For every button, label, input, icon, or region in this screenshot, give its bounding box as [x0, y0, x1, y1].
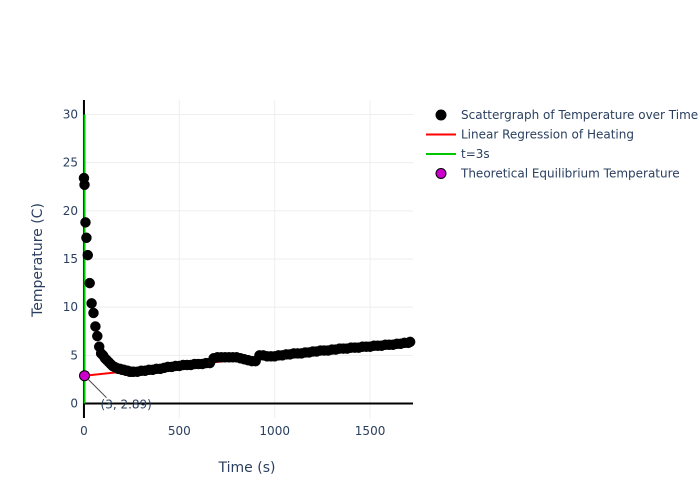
data-point: [82, 249, 94, 261]
y-tick-label: 20: [63, 204, 78, 218]
data-point: [81, 232, 92, 244]
x-tick-label: 1000: [259, 424, 290, 438]
data-point: [80, 217, 91, 228]
x-axis-title: Time (s): [218, 460, 276, 476]
data-point: [86, 298, 97, 309]
legend-label: Scattergraph of Temperature over Time: [461, 108, 698, 122]
legend-marker: [435, 109, 447, 121]
x-axis-ticks: 0 500 1000 1500: [80, 424, 385, 438]
grid-lines: [83, 100, 413, 418]
x-tick-label: 0: [80, 424, 88, 438]
data-point: [404, 336, 416, 348]
x-tick-label: 1500: [355, 424, 386, 438]
plot-series: [78, 114, 416, 404]
annotation-arrow: [87, 378, 107, 399]
legend: Scattergraph of Temperature over Time Lin…: [426, 108, 698, 181]
y-tick-label: 0: [70, 397, 78, 411]
data-point: [79, 179, 90, 191]
data-point: [92, 330, 103, 342]
x-tick-label: 500: [168, 424, 191, 438]
legend-label: Theoretical Equilibrium Temperature: [460, 167, 680, 181]
legend-label: Linear Regression of Heating: [461, 128, 634, 142]
y-axis-title: Temperature (C): [30, 203, 46, 318]
equilibrium-point: [79, 370, 91, 382]
y-axis-ticks: 0 5 10 15 20 25 30: [63, 107, 78, 410]
y-tick-label: 5: [70, 348, 78, 362]
annotations: (3, 2.89): [87, 378, 152, 412]
y-tick-label: 15: [63, 252, 78, 266]
legend-marker: [435, 168, 447, 179]
y-tick-label: 10: [63, 300, 78, 314]
data-point: [90, 321, 101, 332]
annotation-label: (3, 2.89): [101, 398, 152, 412]
data-point: [88, 307, 99, 319]
y-tick-label: 25: [63, 156, 78, 170]
data-point: [84, 277, 95, 289]
y-tick-label: 30: [63, 107, 78, 121]
legend-label: t=3s: [461, 147, 490, 161]
